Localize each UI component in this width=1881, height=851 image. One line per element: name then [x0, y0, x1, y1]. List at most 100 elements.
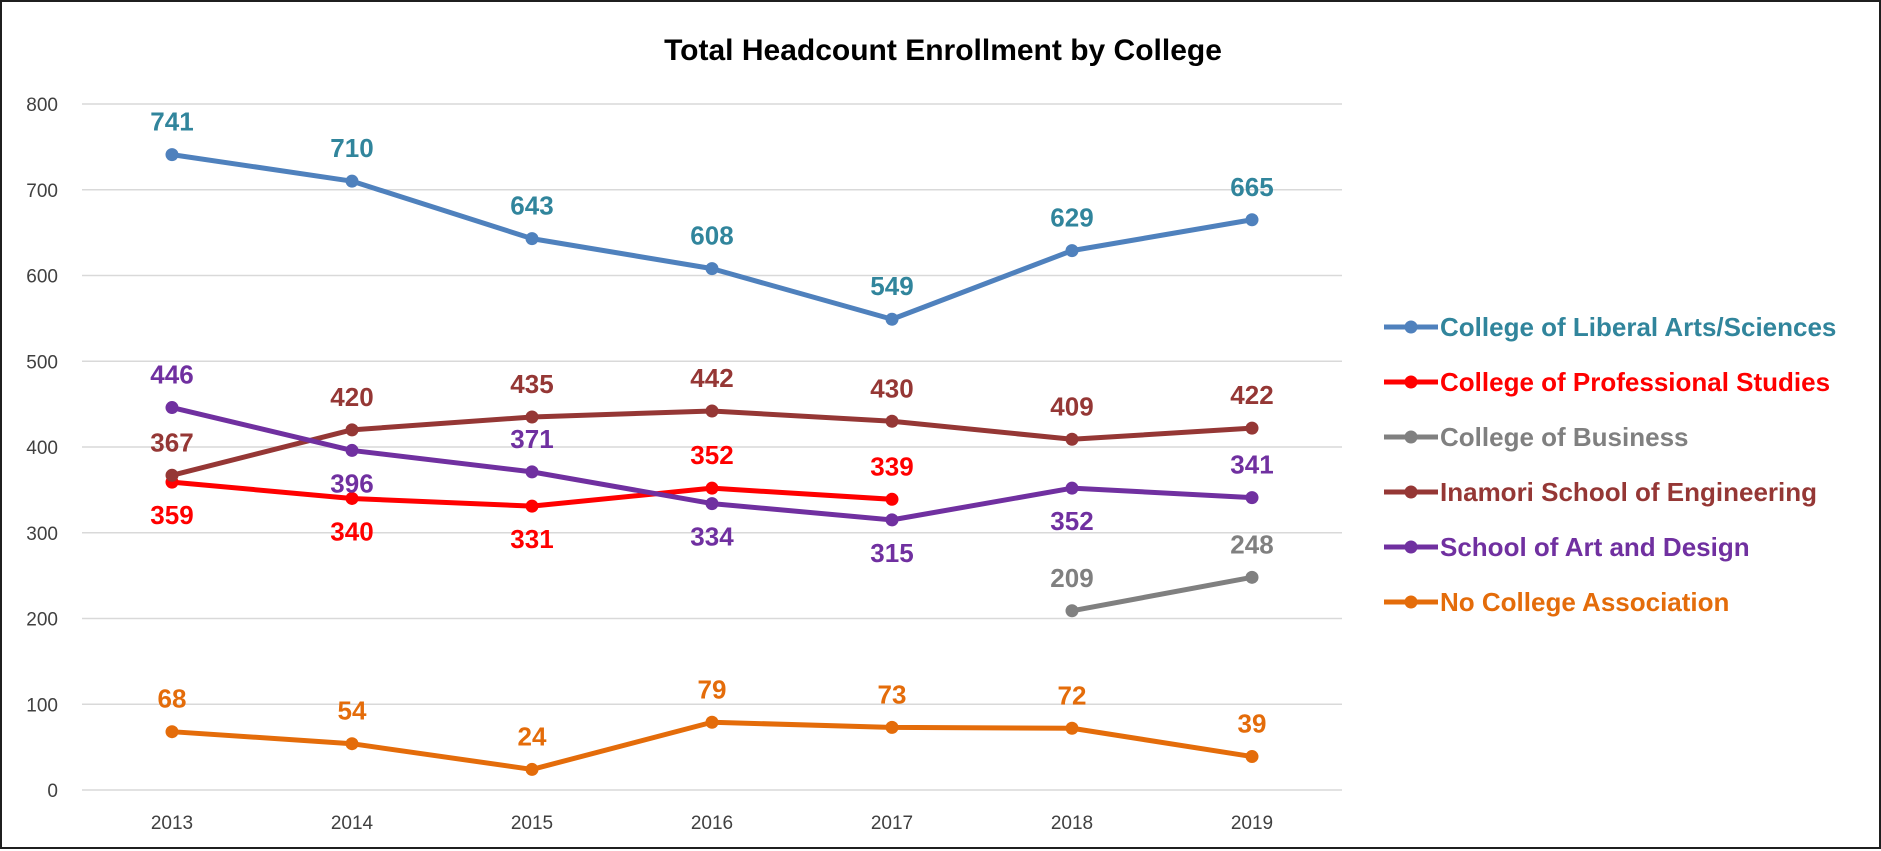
data-point: [885, 720, 899, 734]
series-layer: [165, 148, 1259, 776]
series-line: [1069, 574, 1255, 614]
legend-label: College of Liberal Arts/Sciences: [1440, 312, 1836, 342]
data-label: 549: [870, 271, 913, 301]
series-1: [165, 475, 899, 513]
data-label: 608: [690, 221, 733, 251]
data-label: 73: [878, 679, 907, 709]
data-label: 442: [690, 363, 733, 393]
data-label: 430: [870, 373, 913, 403]
data-point: [1065, 481, 1079, 495]
data-point: [165, 148, 179, 162]
data-label: 209: [1050, 563, 1093, 593]
data-point: [345, 491, 359, 505]
y-tick-label: 700: [26, 181, 58, 202]
y-tick-label: 100: [26, 695, 58, 716]
data-point: [525, 762, 539, 776]
legend-item: School of Art and Design: [1384, 532, 1750, 562]
data-point: [165, 468, 179, 482]
data-label: 371: [510, 424, 553, 454]
data-label: 741: [150, 107, 193, 137]
data-label: 359: [150, 500, 193, 530]
data-label: 352: [690, 440, 733, 470]
data-label: 409: [1050, 391, 1093, 421]
data-label: 367: [150, 427, 193, 457]
data-point: [1245, 421, 1259, 435]
data-point: [885, 312, 899, 326]
legend-item: College of Business: [1384, 422, 1689, 452]
series-2: [1065, 570, 1259, 618]
data-label: 54: [338, 696, 367, 726]
data-labels: 741 710 643 608 549 629 665 359 340 331 352 339 209 2…: [150, 107, 1273, 752]
data-label: 39: [1238, 709, 1267, 739]
data-point: [1245, 750, 1259, 764]
x-tick-label: 2014: [331, 813, 374, 834]
series-4: [165, 401, 1259, 527]
data-point: [1245, 491, 1259, 505]
data-point: [1065, 721, 1079, 735]
data-point: [345, 443, 359, 457]
data-point: [345, 737, 359, 751]
y-tick-label: 200: [26, 610, 58, 631]
legend-swatch-marker: [1404, 595, 1418, 609]
data-point: [705, 497, 719, 511]
data-point: [525, 232, 539, 246]
data-label: 340: [330, 516, 373, 546]
legend-label: School of Art and Design: [1440, 532, 1750, 562]
data-label: 79: [698, 674, 727, 704]
data-point: [1065, 604, 1079, 618]
data-point: [1245, 213, 1259, 227]
data-point: [1245, 570, 1259, 584]
series-3: [165, 404, 1259, 482]
legend-swatch-marker: [1404, 485, 1418, 499]
data-label: 420: [330, 382, 373, 412]
y-tick-label: 800: [26, 95, 58, 116]
data-label: 629: [1050, 203, 1093, 233]
data-label: 665: [1230, 172, 1273, 202]
data-point: [525, 499, 539, 513]
data-point: [525, 410, 539, 424]
y-tick-label: 0: [47, 781, 58, 802]
series-5: [165, 715, 1259, 776]
data-label: 24: [518, 721, 547, 751]
legend-swatch-marker: [1404, 540, 1418, 554]
data-label: 341: [1230, 450, 1273, 480]
data-point: [885, 513, 899, 527]
legend-label: College of Business: [1440, 422, 1689, 452]
y-tick-label: 300: [26, 524, 58, 545]
data-point: [1065, 244, 1079, 258]
data-label: 435: [510, 369, 553, 399]
data-point: [525, 465, 539, 479]
legend-item: No College Association: [1384, 587, 1729, 617]
x-tick-label: 2019: [1231, 813, 1273, 834]
x-tick-label: 2013: [151, 813, 193, 834]
y-tick-label: 600: [26, 267, 58, 288]
data-label: 72: [1058, 680, 1087, 710]
x-tick-label: 2017: [871, 813, 913, 834]
data-label: 331: [510, 524, 553, 554]
x-tick-label: 2018: [1051, 813, 1093, 834]
data-label: 68: [158, 684, 187, 714]
data-point: [705, 715, 719, 729]
data-label: 422: [1230, 380, 1273, 410]
x-tick-label: 2015: [511, 813, 553, 834]
data-label: 710: [330, 133, 373, 163]
data-label: 352: [1050, 506, 1093, 536]
legend-label: College of Professional Studies: [1440, 367, 1830, 397]
data-label: 334: [690, 522, 734, 552]
y-tick-label: 500: [26, 352, 58, 373]
data-point: [705, 262, 719, 276]
series-line: [169, 719, 1255, 772]
x-tick-label: 2016: [691, 813, 733, 834]
legend-swatch-marker: [1404, 320, 1418, 334]
legend-swatch-marker: [1404, 430, 1418, 444]
y-axis: 0 100 200 300 400 500 600 700 800: [26, 95, 58, 802]
data-point: [345, 423, 359, 437]
data-point: [165, 401, 179, 415]
data-label: 643: [510, 191, 553, 221]
data-label: 396: [330, 468, 373, 498]
legend-item: College of Liberal Arts/Sciences: [1384, 312, 1836, 342]
data-point: [165, 725, 179, 739]
data-point: [705, 404, 719, 418]
chart-title: Total Headcount Enrollment by College: [664, 34, 1222, 67]
